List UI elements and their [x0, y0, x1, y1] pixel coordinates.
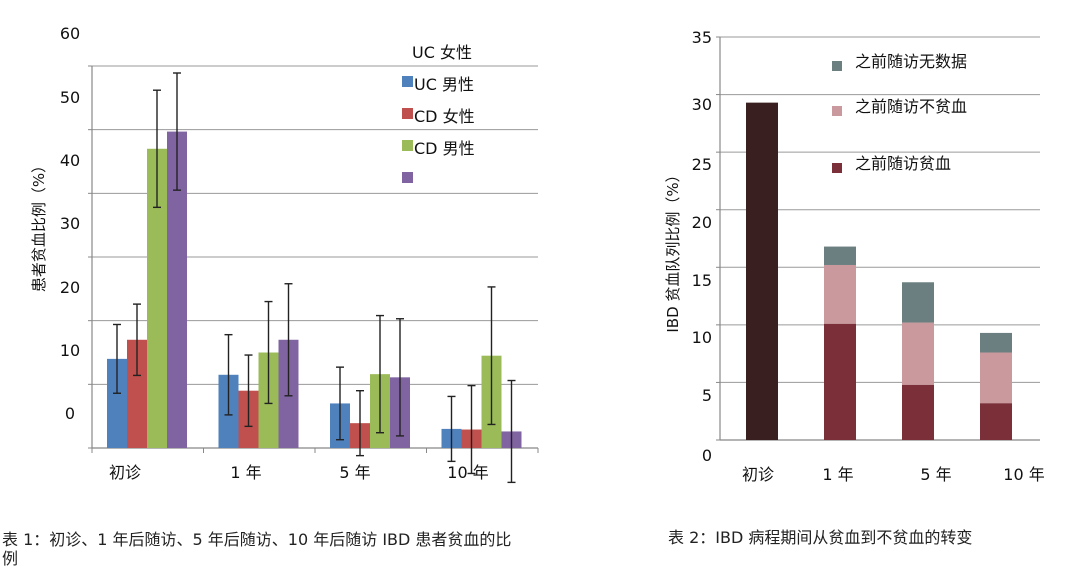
- y-tick-label: 30: [60, 214, 80, 233]
- y-tick-label: 25: [692, 155, 712, 174]
- x-category-label: 初诊: [742, 465, 774, 484]
- x-category-label: 初诊: [109, 463, 141, 482]
- y-tick-label: 10: [60, 341, 80, 360]
- legend-label-2: UC 男性: [414, 75, 474, 94]
- y-tick-label: 15: [692, 271, 712, 290]
- legend-label-1: UC 女性: [412, 43, 472, 62]
- legend-swatch-2: [402, 108, 413, 119]
- x-category-label: 1 年: [230, 463, 261, 482]
- y-tick-label: 50: [60, 88, 80, 107]
- y-tick-label: 20: [692, 213, 712, 232]
- y-tick-label: 60: [60, 24, 80, 43]
- y-tick-label: 20: [60, 278, 80, 297]
- bar-1-1: [107, 358, 127, 448]
- y-axis-title: 患者贫血比例（%）: [30, 158, 48, 292]
- x-category-label: 10 年: [447, 463, 488, 482]
- y-tick-label: 30: [692, 95, 712, 114]
- stacked-bar-2-seg-2: [824, 264, 856, 324]
- caption-chart-1: 表 1：初诊、1 年后随访、5 年后随访、10 年后随访 IBD 患者贫血的比例: [2, 530, 512, 568]
- legend-swatch-4: [402, 172, 413, 183]
- legend-swatch-1: [832, 163, 842, 173]
- stacked-bar-4-seg-1: [980, 403, 1012, 440]
- bar-2-1: [127, 339, 147, 448]
- x-category-label: 5 年: [920, 465, 951, 484]
- legend-label-4: CD 男性: [414, 139, 475, 158]
- stacked-bar-1-seg-1: [746, 102, 778, 440]
- bar-4-1: [167, 131, 187, 448]
- stacked-bar-2-seg-1: [824, 323, 856, 440]
- legend-label-1: 之前随访贫血: [855, 154, 951, 173]
- y-tick-label: 35: [692, 28, 712, 47]
- stacked-bar-4-seg-2: [980, 352, 1012, 404]
- x-category-label: 5 年: [339, 463, 370, 482]
- y-tick-label: 0: [65, 404, 75, 423]
- stacked-bar-3-seg-2: [902, 322, 934, 385]
- y-tick-label: 40: [60, 151, 80, 170]
- stacked-bar-2-seg-3: [824, 246, 856, 265]
- legend-label-2: 之前随访不贫血: [855, 97, 967, 116]
- legend-swatch-2: [832, 106, 842, 116]
- x-category-label: 10 年: [1003, 465, 1044, 484]
- bar-3-1: [147, 148, 167, 448]
- chart-2-anemia-transition: 0 5 10 15 20 25 30 35 IBD 贫血队列比例（%） 初诊 1 年 5 年 10 年 之…: [664, 28, 1045, 484]
- y-tick-label: 5: [702, 386, 712, 405]
- y-tick-label: 0: [702, 446, 712, 465]
- legend-swatch-3: [402, 140, 413, 151]
- y-tick-label: 10: [692, 328, 712, 347]
- x-category-label: 1 年: [822, 465, 853, 484]
- legend-swatch-1: [402, 76, 413, 87]
- legend-label-3: 之前随访无数据: [855, 52, 967, 71]
- stacked-bar-3-seg-1: [902, 384, 934, 440]
- stacked-bar-4-seg-3: [980, 332, 1012, 353]
- y-axis-title: IBD 贫血队列比例（%）: [664, 167, 682, 332]
- legend-label-3: CD 女性: [414, 107, 475, 126]
- caption-chart-2: 表 2：IBD 病程期间从贫血到不贫血的转变: [668, 528, 973, 547]
- chart-1-anemia-by-group: 0 10 20 30 40 50 60 患者贫血比例（%） 初诊 1 年 5 年 10 年 UC 女性 U…: [30, 24, 539, 484]
- legend-swatch-3: [832, 61, 842, 71]
- stacked-bar-3-seg-3: [902, 282, 934, 323]
